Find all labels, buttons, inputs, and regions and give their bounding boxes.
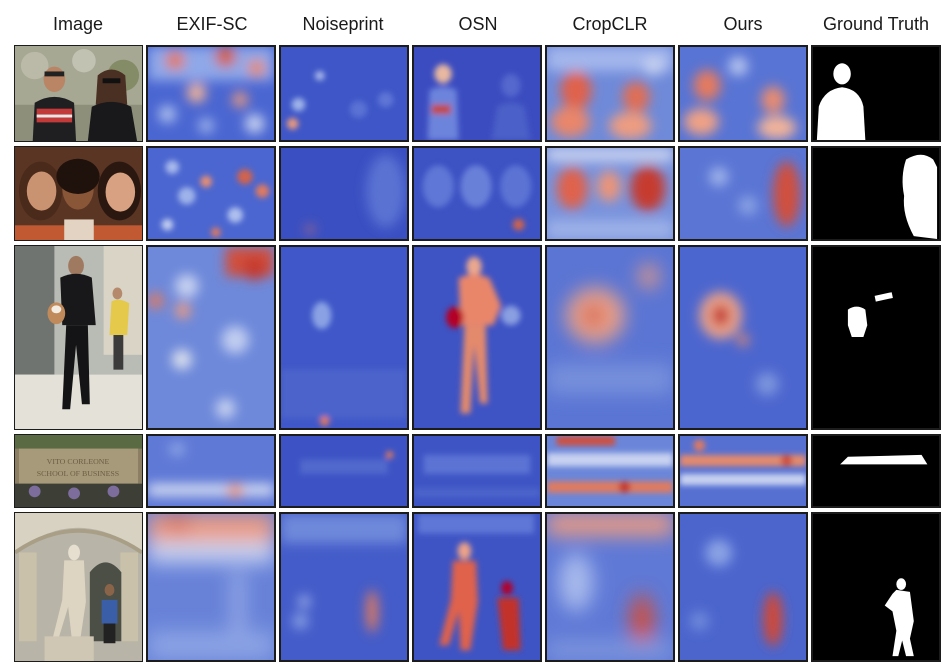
heatmap-exif-sc-row-3 <box>146 245 276 430</box>
header-osn: OSN <box>458 14 498 34</box>
heatmap-ours-row-5 <box>678 512 808 662</box>
input-image-school-sign: VITO CORLEONE SCHOOL OF BUSINESS <box>14 434 143 508</box>
heatmap-exif-sc-row-1 <box>146 45 276 142</box>
heatmap-osn-row-5 <box>412 512 542 662</box>
input-image-three-faces <box>14 146 143 241</box>
ground-truth-mask-row-3 <box>811 245 941 430</box>
heatmap-noiseprint-row-2 <box>279 146 409 241</box>
header-image: Image <box>52 14 104 34</box>
input-image-runner-with-dog <box>14 245 143 430</box>
heatmap-noiseprint-row-5 <box>279 512 409 662</box>
sign-line-2: SCHOOL OF BUSINESS <box>37 469 119 478</box>
header-exif-sc: EXIF-SC <box>176 14 248 34</box>
header-noiseprint: Noiseprint <box>302 14 384 34</box>
ground-truth-mask-row-2 <box>811 146 941 241</box>
header-ground-truth: Ground Truth <box>822 14 930 34</box>
heatmap-osn-row-4 <box>412 434 542 508</box>
heatmap-exif-sc-row-2 <box>146 146 276 241</box>
heatmap-noiseprint-row-1 <box>279 45 409 142</box>
heatmap-ours-row-3 <box>678 245 808 430</box>
heatmap-noiseprint-row-4 <box>279 434 409 508</box>
input-image-statue-hall <box>14 512 143 662</box>
heatmap-ours-row-4 <box>678 434 808 508</box>
heatmap-noiseprint-row-3 <box>279 245 409 430</box>
header-cropclr: CropCLR <box>572 14 648 34</box>
ground-truth-mask-row-1 <box>811 45 941 142</box>
heatmap-osn-row-2 <box>412 146 542 241</box>
heatmap-ours-row-1 <box>678 45 808 142</box>
heatmap-ours-row-2 <box>678 146 808 241</box>
heatmap-cropclr-row-5 <box>545 512 675 662</box>
header-ours: Ours <box>723 14 763 34</box>
heatmap-cropclr-row-4 <box>545 434 675 508</box>
heatmap-osn-row-1 <box>412 45 542 142</box>
ground-truth-mask-row-5 <box>811 512 941 662</box>
heatmap-cropclr-row-2 <box>545 146 675 241</box>
ground-truth-mask-row-4 <box>811 434 941 508</box>
heatmap-exif-sc-row-4 <box>146 434 276 508</box>
heatmap-osn-row-3 <box>412 245 542 430</box>
input-image-two-people <box>14 45 143 142</box>
heatmap-cropclr-row-1 <box>545 45 675 142</box>
sign-line-1: VITO CORLEONE <box>47 457 110 466</box>
heatmap-cropclr-row-3 <box>545 245 675 430</box>
heatmap-exif-sc-row-5 <box>146 512 276 662</box>
